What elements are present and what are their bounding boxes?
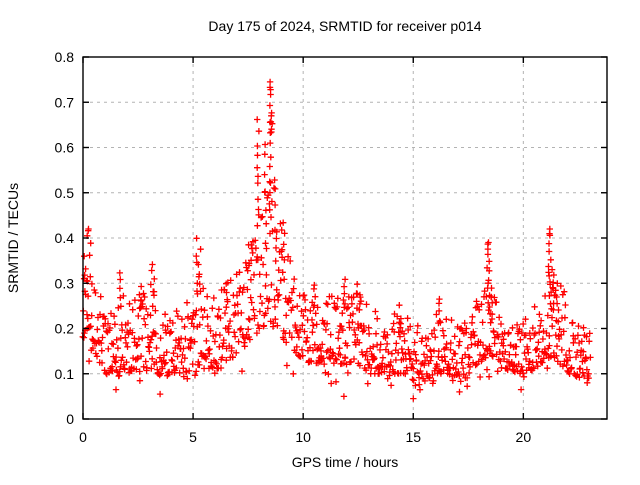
tick-labels: 0 0.1 0.2 0.3 0.4 0.5 0.6 0.7 0.8 0 5 10 15 20 <box>55 49 532 445</box>
x-axis-label: GPS time / hours <box>292 454 399 470</box>
y-tick-label: 0.6 <box>55 140 75 156</box>
x-tick-label: 15 <box>405 429 421 445</box>
y-axis-label: SRMTID / TECUs <box>5 183 21 293</box>
x-tick-label: 10 <box>295 429 311 445</box>
y-tick-label: 0.2 <box>55 321 75 337</box>
x-tick-label: 5 <box>189 429 197 445</box>
y-tick-label: 0 <box>66 411 74 427</box>
y-tick-label: 0.1 <box>55 366 75 382</box>
y-tick-label: 0.8 <box>55 49 75 65</box>
x-tick-label: 0 <box>79 429 87 445</box>
y-tick-label: 0.5 <box>55 185 75 201</box>
data-points-plus-markers <box>79 78 594 402</box>
y-tick-label: 0.3 <box>55 275 75 291</box>
x-tick-label: 20 <box>516 429 532 445</box>
y-tick-label: 0.4 <box>55 230 75 246</box>
scatter-points <box>79 78 594 402</box>
y-tick-label: 0.7 <box>55 94 75 110</box>
chart-title: Day 175 of 2024, SRMTID for receiver p01… <box>208 18 481 34</box>
axes <box>82 56 608 420</box>
